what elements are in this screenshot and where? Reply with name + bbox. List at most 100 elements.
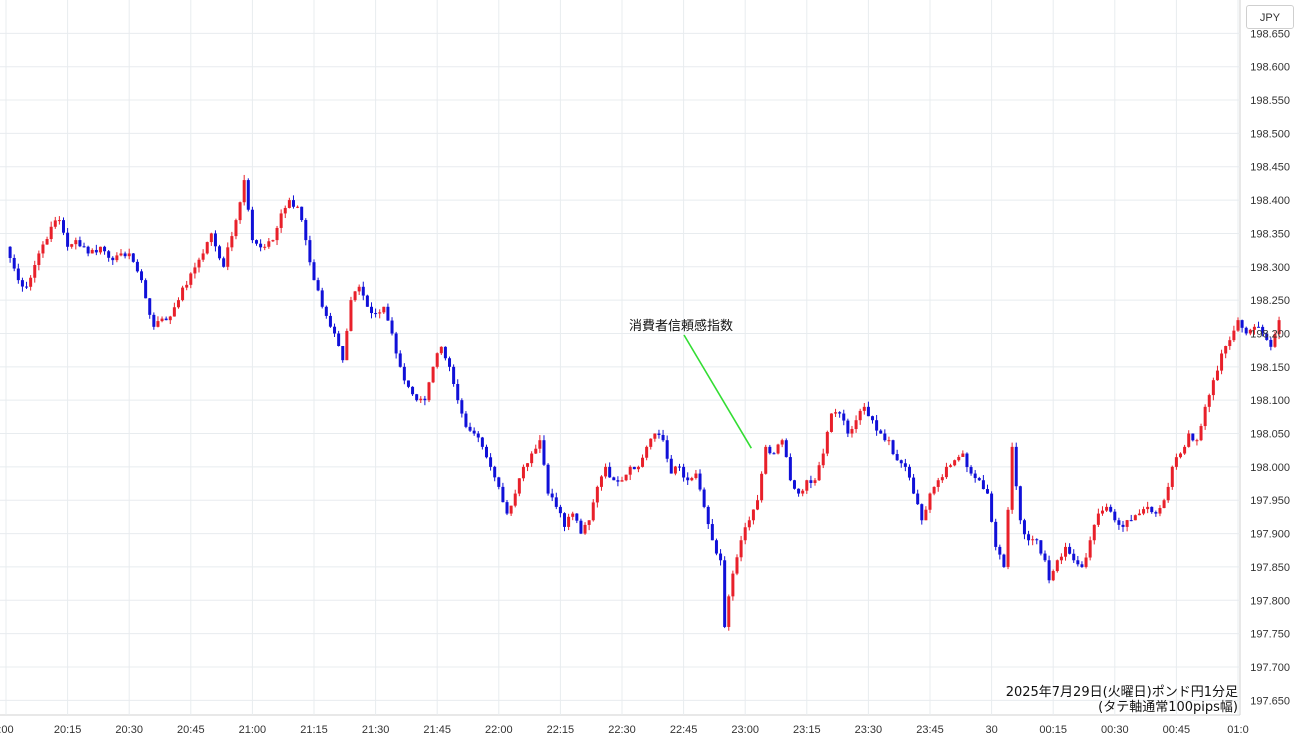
candle-up (756, 500, 760, 510)
candle-up (751, 509, 755, 521)
candle-down (1244, 327, 1248, 334)
candle-down (1039, 540, 1043, 554)
candle-up (1092, 524, 1096, 541)
candle-down (312, 262, 316, 281)
candle-down (1191, 433, 1195, 441)
time-tick-label: 20:45 (177, 724, 205, 736)
price-tick-label: 198.200 (1250, 328, 1290, 340)
candle-up (961, 453, 965, 457)
candle-up (1064, 546, 1068, 557)
candle-up (234, 220, 238, 237)
candle-down (1269, 339, 1273, 347)
candle-up (764, 446, 768, 474)
candle-up (238, 202, 242, 221)
candle-down (111, 257, 115, 261)
price-tick-label: 197.850 (1250, 562, 1290, 574)
candle-up (345, 330, 349, 361)
candle-down (903, 463, 907, 467)
candle-up (431, 366, 435, 383)
candle-up (850, 429, 854, 434)
candle-down (123, 253, 127, 257)
time-tick-label: 23:45 (916, 724, 944, 736)
candle-down (456, 384, 460, 401)
price-tick-label: 197.950 (1250, 495, 1290, 507)
candle-up (419, 398, 423, 401)
candle-up (1010, 446, 1014, 510)
price-tick-label: 197.700 (1250, 662, 1290, 674)
candle-up (735, 557, 739, 574)
time-tick-label: 23:30 (855, 724, 883, 736)
candle-down (1109, 506, 1113, 512)
candle-down (981, 480, 985, 490)
candle-down (320, 290, 324, 307)
time-tick-label: 21:30 (362, 724, 390, 736)
candle-up (1187, 433, 1191, 447)
candle-up (119, 253, 123, 256)
candle-up (1220, 353, 1224, 371)
candle-up (1277, 320, 1281, 335)
candle-down (1117, 520, 1121, 525)
candle-down (222, 258, 226, 267)
candle-up (49, 226, 53, 240)
currency-unit-label: JPY (1246, 5, 1294, 29)
time-tick-label: 30 (985, 724, 997, 736)
candle-up (427, 382, 431, 401)
candle-up (940, 477, 944, 481)
candle-down (218, 246, 222, 259)
time-tick-label: 00:15 (1039, 724, 1067, 736)
candle-up (205, 242, 209, 254)
candle-up (526, 463, 530, 467)
candle-up (357, 286, 361, 292)
candle-up (1084, 557, 1088, 567)
candle-down (390, 320, 394, 334)
time-tick-label: :00 (0, 724, 14, 736)
candle-down (8, 246, 12, 258)
candle-down (575, 513, 579, 521)
candle-down (452, 366, 456, 385)
candle-down (542, 440, 546, 465)
candle-down (994, 521, 998, 547)
candle-down (916, 493, 920, 505)
price-tick-label: 198.400 (1250, 195, 1290, 207)
candle-up (1170, 466, 1174, 487)
time-axis: :00 20:15 20:30 20:45 21:00 21:15 21:30 21:45 22… (0, 724, 1249, 736)
candle-down (838, 412, 842, 414)
candle-down (135, 261, 139, 272)
candle-up (37, 253, 41, 266)
candle-up (760, 473, 764, 501)
candle-up (1199, 426, 1203, 441)
candle-up (739, 540, 743, 558)
price-tick-label: 198.550 (1250, 95, 1290, 107)
candle-up (127, 253, 131, 257)
price-tick-label: 197.900 (1250, 529, 1290, 541)
candle-down (291, 200, 295, 207)
candle-down (698, 473, 702, 490)
candle-down (316, 280, 320, 291)
candle-down (460, 400, 464, 414)
candle-up (862, 406, 866, 411)
candle-down (148, 298, 152, 315)
candle-up (1006, 509, 1010, 567)
candle-up (641, 457, 645, 467)
candle-up (378, 312, 382, 314)
candle-up (587, 520, 591, 525)
candle-up (349, 300, 353, 331)
candle-down (476, 433, 480, 438)
candle-down (965, 453, 969, 468)
time-tick-label: 22:30 (608, 724, 636, 736)
candle-down (337, 333, 341, 347)
candle-down (246, 180, 250, 210)
candle-down (1150, 506, 1154, 513)
candle-down (259, 243, 263, 248)
candle-up (279, 213, 283, 228)
candle-down (977, 478, 981, 481)
candle-down (497, 477, 501, 487)
candle-down (489, 457, 493, 467)
candle-down (788, 457, 792, 481)
candle-down (501, 486, 505, 503)
candle-down (912, 477, 916, 494)
candle-up (1096, 513, 1100, 525)
candle-down (895, 454, 899, 461)
candle-down (1265, 333, 1269, 340)
candle-down (1047, 560, 1051, 581)
